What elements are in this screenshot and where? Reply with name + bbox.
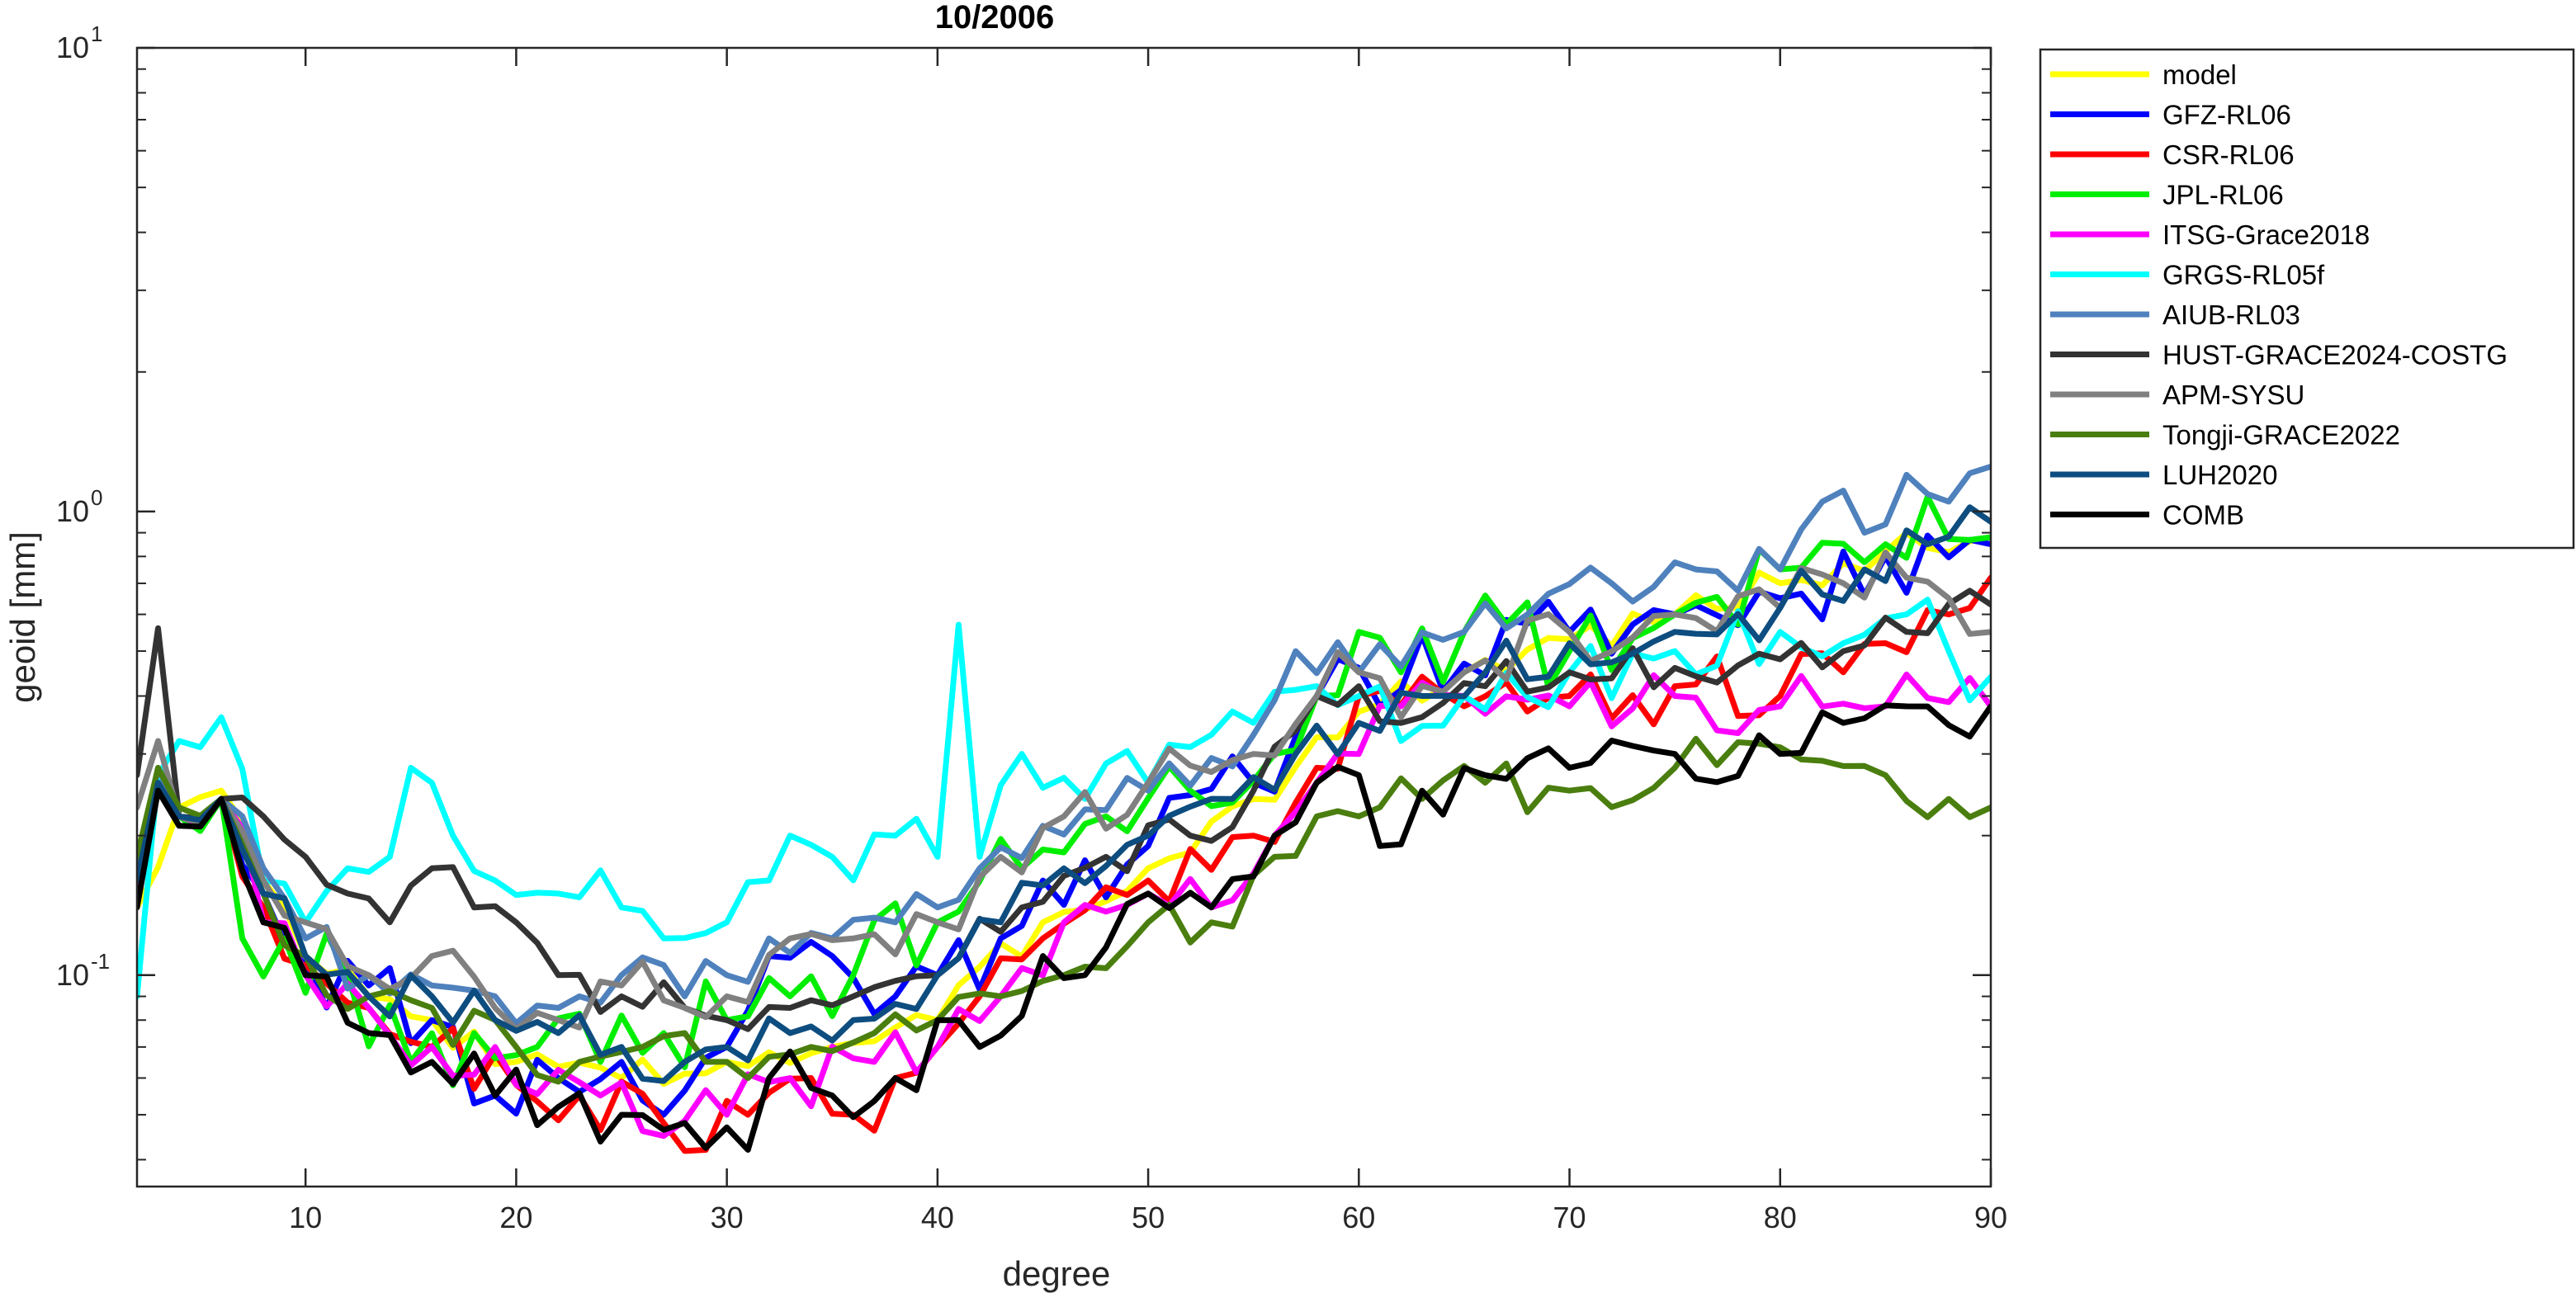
legend-label-tongji-grace2022: Tongji-GRACE2022 [2162, 420, 2400, 451]
legend-label-itsg-grace2018: ITSG-Grace2018 [2162, 219, 2370, 250]
legend-label-apm-sysu: APM-SYSU [2162, 380, 2304, 410]
y-tick-label: 10 [56, 958, 89, 992]
x-tick-label: 50 [1132, 1201, 1165, 1234]
legend-label-luh2020: LUH2020 [2162, 460, 2277, 490]
x-tick-label: 40 [921, 1201, 954, 1234]
x-tick-label: 70 [1553, 1201, 1586, 1234]
series-line-grgs-rl05f [137, 597, 1991, 999]
legend-box [2039, 48, 2575, 550]
legend-label-comb: COMB [2162, 500, 2244, 531]
legend-label-grgs-rl05f: GRGS-RL05f [2162, 260, 2325, 290]
x-tick-label: 30 [711, 1201, 744, 1234]
plot-frame [135, 46, 1992, 1188]
y-tick-label: 10 [56, 494, 89, 528]
legend: model GFZ-RL06 CSR-RL06 JPL-RL06 ITSG-Grace2… [2039, 48, 2575, 550]
legend-label-aiub-rl03: AIUB-RL03 [2162, 300, 2300, 330]
legend-label-hust-grace2024-costg: HUST-GRACE2024-COSTG [2162, 340, 2507, 370]
series-line-apm-sysu [137, 550, 1991, 1032]
series-line-luh2020 [137, 504, 1991, 1084]
x-axis-label: degree [1003, 1254, 1111, 1293]
y-tick-exponent: 0 [91, 485, 102, 510]
series-layer [137, 464, 1991, 1154]
series-line-itsg-grace2018 [137, 671, 1991, 1140]
legend-label-gfz-rl06: GFZ-RL06 [2162, 100, 2291, 130]
legend-label-jpl-rl06: JPL-RL06 [2162, 180, 2284, 210]
x-tick-label: 60 [1342, 1201, 1375, 1234]
y-tick-exponent: -1 [91, 949, 110, 974]
series-line-comb [137, 702, 1991, 1153]
x-tick-label: 80 [1764, 1201, 1797, 1234]
y-axis-label: geoid [mm] [3, 531, 42, 703]
series-line-hust-grace2024-costg [137, 588, 1991, 1032]
y-tick-exponent: 1 [91, 21, 102, 46]
legend-label-csr-rl06: CSR-RL06 [2162, 139, 2295, 170]
series-line-aiub-rl03 [137, 464, 1991, 1026]
legend-label-model: model [2162, 59, 2237, 90]
x-tick-label: 90 [1974, 1201, 2007, 1234]
x-tick-label: 20 [499, 1201, 532, 1234]
x-tick-label: 10 [289, 1201, 322, 1234]
chart-title: 10/2006 [935, 0, 1055, 35]
y-tick-label: 10 [56, 31, 89, 64]
